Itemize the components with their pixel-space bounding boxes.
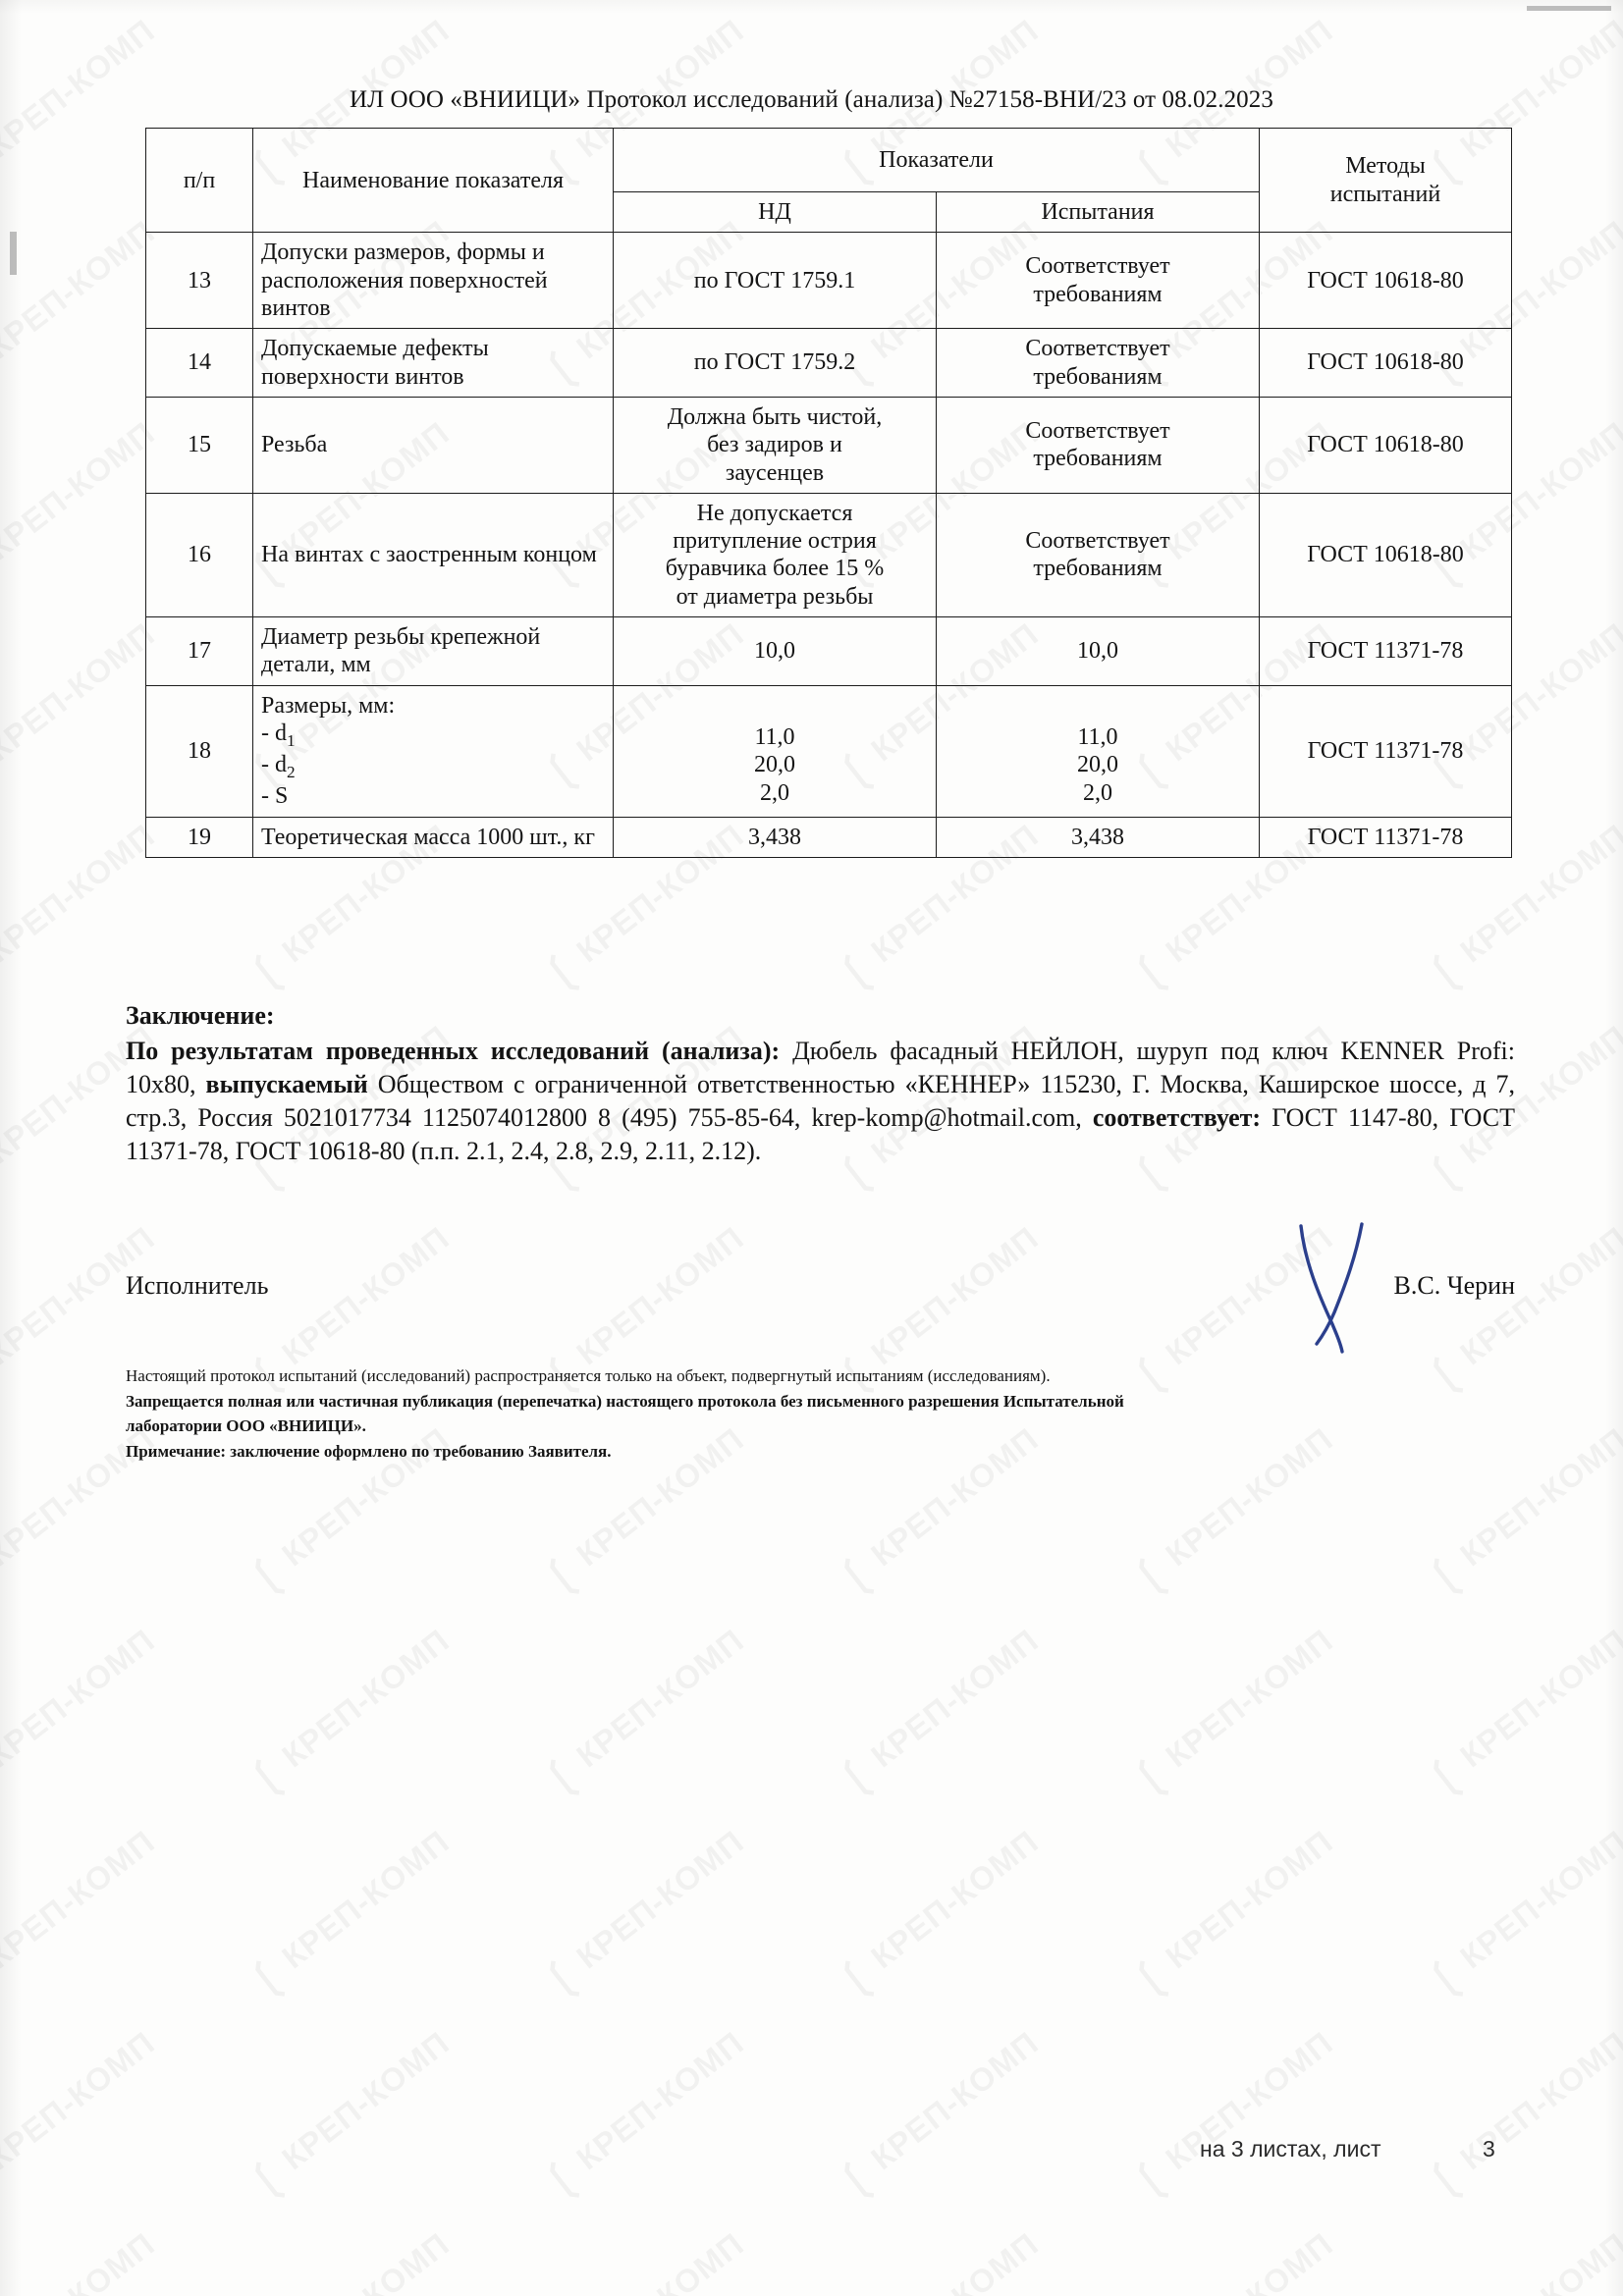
results-table-container: п/п Наименование показателя Показатели М… xyxy=(145,127,1512,859)
cell-nd-dimensions: 11,0 20,0 2,0 xyxy=(613,684,937,818)
cell-nd: Не допускается притупление острия буравч… xyxy=(613,492,937,618)
scan-artifact-top-right xyxy=(1527,6,1611,11)
conclusion-lead: По результатам проведенных исследований … xyxy=(126,1037,781,1065)
cell-name: Резьба xyxy=(252,396,614,494)
cell-number: 18 xyxy=(145,684,253,818)
cell-method: ГОСТ 11371-78 xyxy=(1259,816,1512,859)
table-body: 13 Допуски размеров, формы и расположения… xyxy=(145,232,1512,859)
cell-test: Соответствует требованиям xyxy=(936,396,1260,494)
dimension-item: - S xyxy=(261,783,289,810)
cell-method: ГОСТ 10618-80 xyxy=(1259,492,1512,618)
conclusion-issued: выпускаемый xyxy=(205,1070,368,1099)
dimension-subscript: 1 xyxy=(287,730,296,750)
conclusion-title: Заключение: xyxy=(126,1001,275,1030)
dimension-subscript: 2 xyxy=(287,762,296,781)
cell-number: 16 xyxy=(145,492,253,618)
col-header-test: Испытания xyxy=(936,190,1260,234)
cell-method: ГОСТ 10618-80 xyxy=(1259,328,1512,398)
cell-name: На винтах с заостренным концом xyxy=(252,492,614,618)
cell-method: ГОСТ 11371-78 xyxy=(1259,616,1512,686)
dimension-item: - d1 xyxy=(261,721,296,750)
cell-test-dimensions: 11,0 20,0 2,0 xyxy=(936,684,1260,818)
table-header-row-1: п/п Наименование показателя Показатели М… xyxy=(145,127,1512,234)
signature-role-label: Исполнитель xyxy=(126,1271,269,1300)
table-row: 14 Допускаемые дефекты поверхности винтов… xyxy=(145,328,1512,398)
cell-number: 17 xyxy=(145,616,253,686)
footnotes-block: Настоящий протокол испытаний (исследован… xyxy=(126,1364,1520,1466)
cell-name-dimensions: Размеры, мм: - d1- d2- S xyxy=(252,684,614,818)
table-header-row-2: НД Испытания xyxy=(146,190,1512,234)
document-header-line: ИЛ ООО «ВНИИЦИ» Протокол исследований (а… xyxy=(350,86,1273,113)
footnote-line: Настоящий протокол испытаний (исследован… xyxy=(126,1366,1051,1385)
cell-method: ГОСТ 10618-80 xyxy=(1259,396,1512,494)
cell-nd: по ГОСТ 1759.2 xyxy=(613,328,937,398)
cell-nd: по ГОСТ 1759.1 xyxy=(613,232,937,330)
cell-name: Теоретическая масса 1000 шт., кг xyxy=(252,816,614,859)
table-row: 17 Диаметр резьбы крепежной детали, мм 10,… xyxy=(145,616,1512,686)
footnote-line: лаборатории ООО «ВНИИЦИ». xyxy=(126,1416,366,1436)
conclusion-product: Дюбель фасадный НЕЙЛОН, шуруп под ключ K… xyxy=(126,1037,1515,1099)
cell-name: Допуски размеров, формы и расположения п… xyxy=(252,232,614,330)
conclusion-body: По результатам проведенных исследований … xyxy=(126,1035,1515,1168)
table-head: п/п Наименование показателя Показатели М… xyxy=(145,127,1512,234)
table-row: 16 На винтах с заостренным концом Не допус… xyxy=(145,492,1512,618)
cell-test: 3,438 xyxy=(936,816,1260,859)
cell-test: Соответствует требованиям xyxy=(936,232,1260,330)
col-header-name: Наименование показателя xyxy=(252,127,614,234)
conclusion-section: Заключение: По результатам проведенных и… xyxy=(126,1001,1515,1168)
cell-nd: 3,438 xyxy=(613,816,937,859)
results-table: п/п Наименование показателя Показатели М… xyxy=(145,127,1512,859)
conclusion-complies: соответствует: xyxy=(1092,1103,1262,1133)
cell-name: Допускаемые дефекты поверхности винтов xyxy=(252,328,614,398)
cell-number: 13 xyxy=(145,232,253,330)
cell-method: ГОСТ 11371-78 xyxy=(1259,684,1512,818)
cell-method: ГОСТ 10618-80 xyxy=(1259,232,1512,330)
cell-test: 10,0 xyxy=(936,616,1260,686)
cell-number: 14 xyxy=(145,328,253,398)
cell-nd: Должна быть чистой, без задиров и заусен… xyxy=(613,396,937,494)
conclusion-standards: ГОСТ 1147-80, ГОСТ 11371-78, ГОСТ 10618-… xyxy=(126,1103,1515,1166)
footnote-line: Примечание: заключение оформлено по треб… xyxy=(126,1441,612,1461)
table-row: 13 Допуски размеров, формы и расположения… xyxy=(145,232,1512,330)
cell-number: 15 xyxy=(145,396,253,494)
table-row: 19 Теоретическая масса 1000 шт., кг 3,438 3… xyxy=(145,816,1512,859)
table-row-dimensions: 18 Размеры, мм: - d1- d2- S 11,0 20,0 2,0 … xyxy=(145,684,1512,818)
footer-sheets-label: на 3 листах, лист xyxy=(1200,2136,1381,2162)
cell-nd: 10,0 xyxy=(613,616,937,686)
cell-test: Соответствует требованиям xyxy=(936,492,1260,618)
signature-row: Исполнитель В.С. Черин xyxy=(126,1271,1515,1301)
col-header-number: п/п xyxy=(145,127,253,234)
cell-test: Соответствует требованиям xyxy=(936,328,1260,398)
table-row: 15 Резьба Должна быть чистой, без задиров … xyxy=(145,396,1512,494)
col-header-nd: НД xyxy=(613,190,937,234)
footnote-line: Запрещается полная или частичная публика… xyxy=(126,1391,1124,1411)
signature-person-name: В.С. Черин xyxy=(1393,1271,1515,1300)
scan-artifact-left xyxy=(10,232,17,275)
cell-name: Диаметр резьбы крепежной детали, мм xyxy=(252,616,614,686)
conclusion-company: Обществом с ограниченной ответственность… xyxy=(126,1070,1516,1133)
col-header-methods: Методы испытаний xyxy=(1259,127,1512,234)
dimension-item: - d2 xyxy=(261,752,296,781)
cell-number: 19 xyxy=(145,816,253,859)
footer-page-number: 3 xyxy=(1483,2136,1495,2162)
col-header-indicators-group: Показатели xyxy=(613,128,1260,192)
dimensions-title: Размеры, мм: xyxy=(261,692,396,719)
